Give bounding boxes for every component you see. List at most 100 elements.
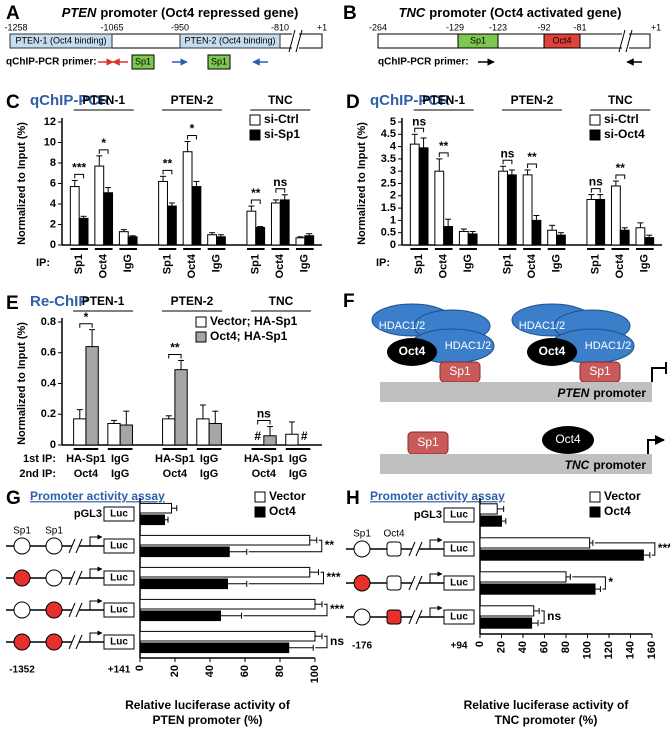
legend-label: Oct4 bbox=[269, 504, 296, 518]
bar bbox=[270, 202, 281, 246]
bar bbox=[182, 151, 193, 246]
bar bbox=[644, 237, 655, 246]
break-slash bbox=[68, 602, 76, 618]
bar bbox=[479, 571, 567, 583]
chart-title: Promoter activity assay bbox=[30, 489, 165, 503]
significance-label: ** bbox=[527, 150, 537, 164]
significance-bracket bbox=[572, 576, 606, 590]
group-label: PTEN-1 bbox=[82, 294, 125, 308]
bar bbox=[479, 617, 533, 629]
legend-swatch bbox=[254, 491, 266, 503]
position: +1 bbox=[651, 22, 661, 32]
y-tick-label: 0 bbox=[50, 239, 56, 251]
break-slash bbox=[415, 609, 423, 625]
significance-label: *** bbox=[658, 541, 670, 555]
y-tick-label: 2 bbox=[390, 190, 396, 202]
position: -1258 bbox=[4, 22, 27, 32]
bar bbox=[139, 598, 316, 610]
break-gap bbox=[292, 32, 299, 50]
x-tick-label: Sp1 bbox=[590, 254, 602, 274]
promoter-text: promoter bbox=[593, 458, 646, 472]
break-slash bbox=[75, 538, 83, 554]
hdac-label: HDAC1/2 bbox=[519, 320, 565, 332]
luc-label: Luc bbox=[450, 544, 468, 555]
oct4-label: Oct4 bbox=[539, 344, 566, 358]
break-slash bbox=[408, 609, 416, 625]
x-tick-label: 20 bbox=[169, 665, 181, 677]
x-tick-label: Sp1 bbox=[161, 254, 173, 274]
break-slash bbox=[68, 570, 76, 586]
significance-label: ** bbox=[170, 341, 180, 355]
bar bbox=[78, 217, 89, 246]
bar bbox=[304, 235, 315, 246]
bar bbox=[166, 205, 177, 246]
x-tick-label: IgG bbox=[299, 254, 311, 272]
legend-label: Oct4; HA-Sp1 bbox=[210, 329, 288, 343]
x-tick-label: 0 bbox=[474, 641, 486, 647]
significance-label: ns bbox=[330, 634, 344, 648]
bar bbox=[73, 418, 87, 446]
site-label: Sp1 bbox=[13, 526, 31, 537]
position: -81 bbox=[573, 22, 586, 32]
significance-label: ** bbox=[616, 161, 626, 175]
panel-label: D bbox=[346, 92, 360, 113]
bar bbox=[139, 566, 311, 578]
site bbox=[386, 541, 402, 557]
end-label: +94 bbox=[451, 641, 468, 652]
x-tick-label: Sp1 bbox=[250, 254, 262, 274]
x-tick-label: 0 bbox=[134, 665, 146, 671]
legend-swatch bbox=[589, 114, 601, 126]
legend-label: Vector bbox=[604, 489, 641, 503]
significance-bracket bbox=[98, 149, 109, 154]
significance-bracket bbox=[257, 420, 271, 425]
x-tick-label: Oct4 bbox=[98, 253, 110, 278]
bar bbox=[531, 219, 542, 246]
promoter-arrow bbox=[429, 605, 443, 617]
chart-panel: G Promoter activity assay 0 20 40 60 80 100 Rela… bbox=[6, 488, 344, 727]
x-tick-label: IgG bbox=[200, 468, 218, 480]
x-tick-label: Oct4 bbox=[526, 253, 538, 278]
bar bbox=[595, 198, 606, 246]
x-tick-label: IgG bbox=[111, 453, 129, 465]
site-label: Sp1 bbox=[135, 56, 151, 66]
promoter-arrow bbox=[429, 571, 443, 583]
bar bbox=[207, 234, 218, 246]
break-gap bbox=[72, 572, 79, 584]
legend-swatch bbox=[589, 129, 601, 141]
legend-label: si-Sp1 bbox=[264, 127, 300, 141]
bar bbox=[118, 231, 129, 246]
x-axis-label: PTEN promoter (%) bbox=[152, 713, 262, 727]
oct4-label: Oct4 bbox=[555, 432, 581, 446]
break-slash bbox=[625, 29, 633, 53]
break-slash bbox=[408, 575, 416, 591]
bar bbox=[139, 642, 290, 654]
luc-label: Luc bbox=[450, 578, 468, 589]
bar bbox=[506, 174, 517, 246]
primer-label: qChIP-PCR primer: bbox=[6, 57, 97, 68]
sp1-site bbox=[131, 54, 155, 70]
position: +1 bbox=[317, 22, 327, 32]
site bbox=[353, 540, 371, 558]
legend-label: si-Ctrl bbox=[604, 112, 639, 126]
panel-a: A PTEN promoter (Oct4 repressed gene) -12… bbox=[4, 3, 327, 70]
x-tick-label: 20 bbox=[495, 641, 507, 653]
active-arrow bbox=[647, 435, 665, 454]
oct4 bbox=[527, 338, 577, 366]
bar bbox=[107, 422, 121, 446]
break-gap bbox=[72, 636, 79, 648]
promoter-text: promoter bbox=[593, 386, 646, 400]
x-tick-label: 60 bbox=[239, 665, 251, 677]
significance-bracket bbox=[502, 159, 513, 165]
break-slash bbox=[75, 602, 83, 618]
site bbox=[13, 569, 31, 587]
y-tick-label: 0.4 bbox=[41, 377, 57, 389]
hdac-label: HDAC1/2 bbox=[379, 320, 425, 332]
break-gap bbox=[412, 577, 419, 589]
bar bbox=[94, 165, 105, 246]
group-label: TNC bbox=[268, 93, 293, 107]
panel-b: B TNC promoter (Oct4 activated gene) -264… bbox=[343, 3, 661, 68]
x-tick-label: Sp1 bbox=[501, 254, 513, 274]
significance-bracket bbox=[594, 542, 656, 556]
y-tick-label: 3 bbox=[390, 165, 396, 177]
bar bbox=[103, 192, 114, 246]
